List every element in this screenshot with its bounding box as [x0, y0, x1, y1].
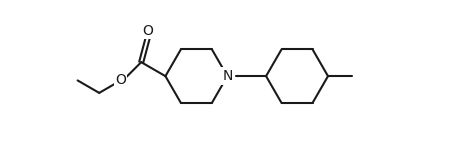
Text: O: O: [116, 73, 126, 87]
Text: N: N: [222, 69, 232, 83]
Text: O: O: [143, 24, 154, 38]
